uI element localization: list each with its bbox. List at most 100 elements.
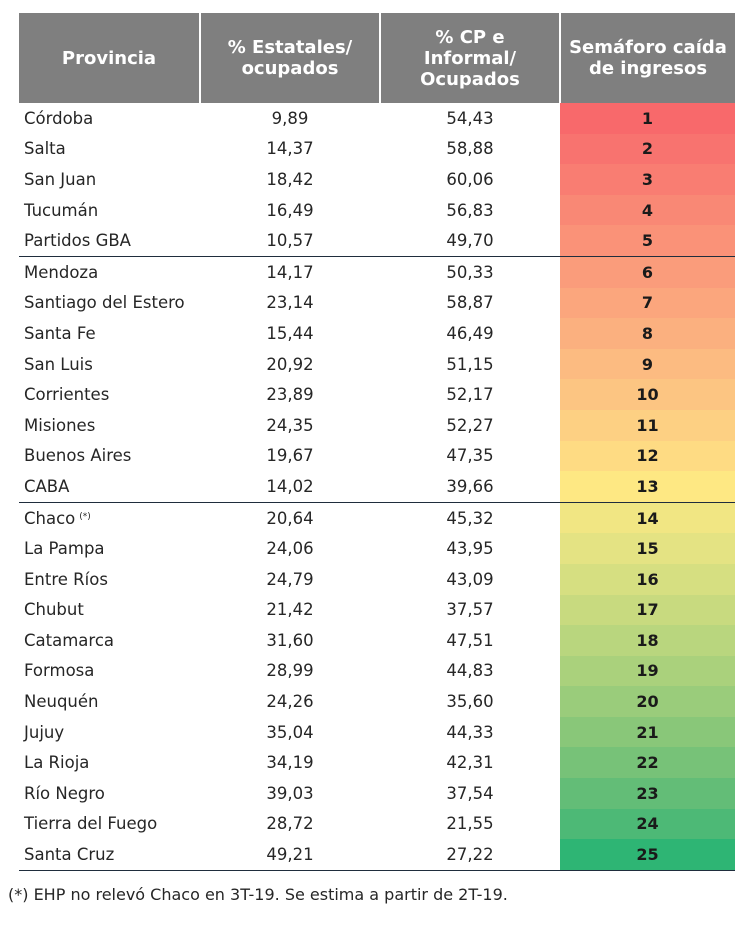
footnote-mark: (*) <box>79 511 91 522</box>
cell-semaforo: 6 <box>560 255 735 288</box>
cell-estatales: 14,02 <box>266 476 314 496</box>
cell-semaforo: 21 <box>560 716 735 748</box>
table-body: Córdoba 9,89 54,43 1 Salta 14,37 58,88 2 San Jua… <box>19 103 735 871</box>
cell-estatales: 28,99 <box>266 661 314 681</box>
header-cp-line-3: Ocupados <box>420 68 520 90</box>
table-row: San Juan 18,42 60,06 3 <box>19 164 735 195</box>
cell-estatales: 28,72 <box>266 814 314 834</box>
cell-provincia: Corrientes <box>19 379 200 410</box>
cell-semaforo: 23 <box>560 778 735 809</box>
provincia-name: Catamarca <box>24 630 115 650</box>
table-row: Salta 14,37 58,88 2 <box>19 133 735 165</box>
cell-provincia: Tierra del Fuego <box>19 809 200 840</box>
cell-estatales: 24,79 <box>266 569 314 589</box>
cell-provincia: Chubut <box>19 595 200 626</box>
cell-estatales: 14,37 <box>266 139 314 159</box>
cell-estatales: 16,49 <box>266 200 314 220</box>
cell-cp-informal: 37,54 <box>446 783 494 803</box>
cell-semaforo: 14 <box>560 501 735 534</box>
cell-cp-informal: 47,51 <box>446 630 494 650</box>
provincia-name: San Luis <box>24 354 93 374</box>
cell-estatales: 14,17 <box>200 255 380 288</box>
cell-provincia: Córdoba <box>19 103 200 134</box>
cell-semaforo: 25 <box>560 839 735 871</box>
table-row: Tierra del Fuego 28,72 21,55 24 <box>19 808 735 840</box>
cell-provincia: Misiones <box>19 410 200 441</box>
cell-cp-informal: 43,09 <box>446 569 494 589</box>
cell-cp-informal: 47,35 <box>446 446 494 466</box>
provincia-name: Salta <box>24 139 66 159</box>
cell-cp-informal: 56,83 <box>446 200 494 220</box>
cell-cp-informal: 54,43 <box>446 108 494 128</box>
cell-provincia: Salta <box>19 134 200 165</box>
provincia-name: Misiones <box>24 415 96 435</box>
table-row: La Pampa 24,06 43,95 15 <box>19 533 735 564</box>
cell-cp-informal: 52,27 <box>446 415 494 435</box>
cell-cp-informal: 35,60 <box>446 692 494 712</box>
cell-cp-informal: 46,49 <box>446 323 494 343</box>
cell-estatales: 23,89 <box>266 385 314 405</box>
cell-cp-informal: 42,31 <box>446 753 494 773</box>
cell-semaforo: 9 <box>560 348 735 380</box>
header-provincia-label: Provincia <box>61 47 157 69</box>
cell-semaforo: 19 <box>560 655 735 687</box>
cell-provincia: La Rioja <box>19 747 200 778</box>
provincia-name: Partidos GBA <box>24 231 131 251</box>
provincia-name: Corrientes <box>24 385 110 405</box>
table-row: Corrientes 23,89 52,17 10 <box>19 379 735 410</box>
cell-provincia: Tucumán <box>19 195 200 226</box>
cell-estatales: 18,42 <box>266 169 314 189</box>
cell-cp-informal: 44,83 <box>446 661 494 681</box>
cell-semaforo: 22 <box>560 747 735 779</box>
cell-semaforo: 16 <box>560 563 735 595</box>
footnote: (*) EHP no relevó Chaco en 3T-19. Se est… <box>8 885 508 904</box>
provincia-name: CABA <box>24 476 70 496</box>
cell-estatales: 31,60 <box>266 630 314 650</box>
provincia-name: La Pampa <box>24 539 105 559</box>
cell-semaforo: 7 <box>560 287 735 319</box>
cell-provincia: Jujuy <box>19 717 200 748</box>
table-row: Río Negro 39,03 37,54 23 <box>19 778 735 809</box>
income-drop-table: Provincia % Estatales/ ocupados % CP e I… <box>19 13 735 871</box>
table-row: Formosa 28,99 44,83 19 <box>19 655 735 687</box>
cell-semaforo: 24 <box>560 808 735 840</box>
cell-provincia: Neuquén <box>19 686 200 717</box>
cell-provincia: Santiago del Estero <box>19 288 200 319</box>
provincia-name: Tierra del Fuego <box>24 814 158 834</box>
provincia-name: Río Negro <box>24 783 105 803</box>
cell-cp-informal: 37,57 <box>446 600 494 620</box>
provincia-name: Mendoza <box>24 262 99 282</box>
header-cp-informal: % CP e Informal/ Ocupados <box>379 13 560 103</box>
provincia-name: La Rioja <box>24 753 90 773</box>
cell-estatales: 39,03 <box>266 783 314 803</box>
cell-semaforo: 1 <box>560 103 735 134</box>
cell-estatales: 20,92 <box>266 354 314 374</box>
header-semaforo-line-1: Semáforo caída <box>569 37 727 58</box>
cell-semaforo: 3 <box>560 164 735 195</box>
cell-estatales: 19,67 <box>266 446 314 466</box>
table-row: Misiones 24,35 52,27 11 <box>19 409 735 441</box>
cell-provincia: Mendoza <box>19 255 200 288</box>
table-row: Santiago del Estero 23,14 58,87 7 <box>19 287 735 319</box>
cell-cp-informal: 60,06 <box>446 169 494 189</box>
provincia-name: Tucumán <box>24 200 99 220</box>
cell-estatales: 24,35 <box>266 415 314 435</box>
header-provincia: Provincia <box>19 13 200 103</box>
header-semaforo: Semáforo caída de ingresos <box>559 13 735 103</box>
table-row: Jujuy 35,04 44,33 21 <box>19 716 735 748</box>
cell-semaforo: 15 <box>560 533 735 564</box>
cell-estatales: 9,89 <box>271 108 309 128</box>
cell-cp-informal: 50,33 <box>380 255 560 288</box>
table-row: La Rioja 34,19 42,31 22 <box>19 747 735 779</box>
provincia-name: Chubut <box>24 600 84 620</box>
table-row: Mendoza 14,17 50,33 6 <box>19 255 735 288</box>
cell-provincia: San Luis <box>19 349 200 380</box>
cell-semaforo: 12 <box>560 440 735 472</box>
provincia-name: Buenos Aires <box>24 446 132 466</box>
header-estatales: % Estatales/ ocupados <box>199 13 380 103</box>
provincia-name: Chaco <box>24 508 76 528</box>
table-row: Córdoba 9,89 54,43 1 <box>19 103 735 134</box>
cell-provincia: Santa Cruz <box>19 839 200 871</box>
header-estatales-line-1: % Estatales/ <box>227 37 353 58</box>
